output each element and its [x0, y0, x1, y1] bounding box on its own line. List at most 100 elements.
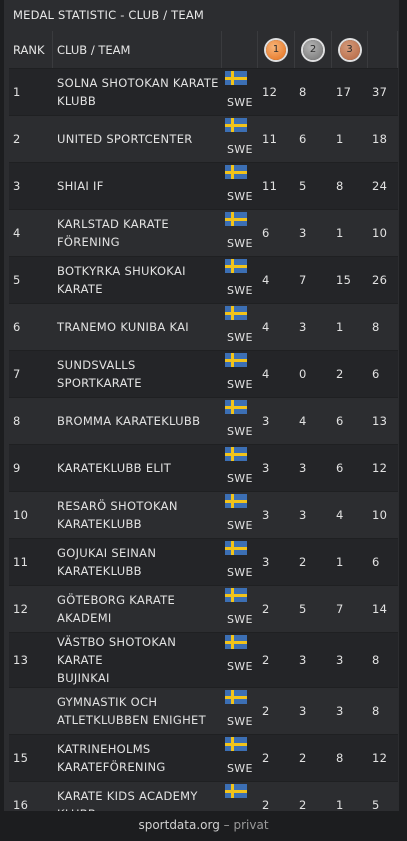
team-name-line: GYMNASTIK OCH — [57, 695, 158, 709]
nation-cell: SWE — [222, 162, 258, 209]
total-count: 18 — [368, 115, 398, 162]
team-name-cell[interactable]: UNITED SPORTCENTER — [53, 115, 222, 162]
team-name-line: BOTKYRKA SHUKOKAI — [57, 264, 186, 278]
table-row[interactable]: 6 TRANEMO KUNIBA KAI SWE 4 3 1 8 — [9, 303, 398, 350]
bronze-count: 3 — [332, 687, 368, 734]
sweden-flag-icon — [225, 541, 247, 555]
bronze-count: 1 — [332, 538, 368, 585]
gold-count: 12 — [258, 68, 295, 115]
header-bronze[interactable]: 3 — [332, 31, 368, 68]
team-name-cell[interactable]: VÄSTBO SHOTOKAN KARATE BUJINKAI — [53, 632, 222, 687]
team-name-cell[interactable]: GYMNASTIK OCH ATLETKLUBBEN ENIGHET — [53, 687, 222, 734]
team-name-line: KARATE — [57, 282, 103, 296]
team-name-cell[interactable]: GÖTEBORG KARATE AKADEMI — [53, 585, 222, 632]
nation-code: SWE — [227, 519, 253, 532]
nation-cell: SWE — [222, 444, 258, 491]
nation-code: SWE — [227, 96, 253, 109]
table-row[interactable]: 10 RESARÖ SHOTOKAN KARATEKLUBB SWE 3 3 4 10 — [9, 491, 398, 538]
team-name-cell[interactable]: SOLNA SHOTOKAN KARATE KLUBB — [53, 68, 222, 115]
team-name-cell[interactable]: SUNDSVALLS SPORTKARATE — [53, 350, 222, 397]
table-row[interactable]: 13 VÄSTBO SHOTOKAN KARATE BUJINKAI SWE 2 3 3 8 — [9, 632, 398, 687]
table-row[interactable]: 8 BROMMA KARATEKLUBB SWE 3 4 6 13 — [9, 397, 398, 444]
rank-cell: 13 — [9, 632, 53, 687]
team-name-line: UNITED SPORTCENTER — [57, 132, 193, 146]
sweden-flag-icon — [225, 400, 247, 414]
silver-count: 3 — [295, 687, 332, 734]
rank-cell: 6 — [9, 303, 53, 350]
nation-code: SWE — [227, 613, 253, 626]
table-row[interactable]: 1 SOLNA SHOTOKAN KARATE KLUBB SWE 12 8 17 37 — [9, 68, 398, 115]
total-count: 37 — [368, 68, 398, 115]
gold-count: 4 — [258, 303, 295, 350]
team-name-line: TRANEMO KUNIBA KAI — [57, 320, 189, 334]
table-row[interactable]: 15 KATRINEHOLMS KARATEFÖRENING SWE 2 2 8 12 — [9, 734, 398, 781]
sweden-flag-icon — [225, 635, 247, 649]
table-row[interactable]: GYMNASTIK OCH ATLETKLUBBEN ENIGHET SWE 2 3 3 8 — [9, 687, 398, 734]
bronze-count: 6 — [332, 444, 368, 491]
silver-count: 7 — [295, 256, 332, 303]
nation-cell: SWE — [222, 68, 258, 115]
team-name-cell[interactable]: KATRINEHOLMS KARATEFÖRENING — [53, 734, 222, 781]
gold-count: 11 — [258, 162, 295, 209]
sweden-flag-icon — [225, 784, 247, 798]
gold-count: 2 — [258, 687, 295, 734]
rank-cell: 2 — [9, 115, 53, 162]
gold-medal-icon: 1 — [266, 39, 286, 60]
sweden-flag-icon — [225, 447, 247, 461]
silver-count: 2 — [295, 538, 332, 585]
table-body: 1 SOLNA SHOTOKAN KARATE KLUBB SWE 12 8 17 37 2 UN… — [9, 68, 398, 811]
table-row[interactable]: 3 SHIAI IF SWE 11 5 8 24 — [9, 162, 398, 209]
gold-count: 11 — [258, 115, 295, 162]
header-silver[interactable]: 2 — [295, 31, 332, 68]
footer-brand-link[interactable]: sportdata.org — [138, 818, 220, 832]
total-count: 6 — [368, 350, 398, 397]
bronze-count: 15 — [332, 256, 368, 303]
team-name-cell[interactable]: BOTKYRKA SHUKOKAI KARATE — [53, 256, 222, 303]
table-row[interactable]: 11 GOJUKAI SEINAN KARATEKLUBB SWE 3 2 1 6 — [9, 538, 398, 585]
nation-code: SWE — [227, 284, 253, 297]
total-count: 13 — [368, 397, 398, 444]
table-row[interactable]: 4 KARLSTAD KARATE FÖRENING SWE 6 3 1 10 — [9, 209, 398, 256]
sweden-flag-icon — [225, 306, 247, 320]
sweden-flag-icon — [225, 737, 247, 751]
nation-code: SWE — [227, 660, 253, 673]
sweden-flag-icon — [225, 259, 247, 273]
nation-cell: SWE — [222, 303, 258, 350]
team-name-cell[interactable]: KARATE KIDS ACADEMY KLUBB — [53, 781, 222, 811]
gold-count: 3 — [258, 491, 295, 538]
bronze-count: 1 — [332, 303, 368, 350]
silver-count: 3 — [295, 632, 332, 687]
team-name-cell[interactable]: GOJUKAI SEINAN KARATEKLUBB — [53, 538, 222, 585]
nation-code: SWE — [227, 331, 253, 344]
bronze-count: 3 — [332, 632, 368, 687]
team-name-cell[interactable]: KARATEKLUBB ELIT — [53, 444, 222, 491]
team-name-cell[interactable]: BROMMA KARATEKLUBB — [53, 397, 222, 444]
table-header-row: RANK CLUB / TEAM 1 2 3 — [9, 31, 398, 68]
header-gold[interactable]: 1 — [258, 31, 295, 68]
table-row[interactable]: 7 SUNDSVALLS SPORTKARATE SWE 4 0 2 6 — [9, 350, 398, 397]
total-count: 8 — [368, 687, 398, 734]
nation-code: SWE — [227, 809, 253, 811]
nation-cell: SWE — [222, 632, 258, 687]
table-row[interactable]: 9 KARATEKLUBB ELIT SWE 3 3 6 12 — [9, 444, 398, 491]
header-rank[interactable]: RANK — [9, 31, 53, 68]
silver-count: 3 — [295, 209, 332, 256]
silver-count: 5 — [295, 162, 332, 209]
team-name-line: RESARÖ SHOTOKAN — [57, 499, 178, 513]
team-name-line: KARATEKLUBB — [57, 564, 142, 578]
table-row[interactable]: 2 UNITED SPORTCENTER SWE 11 6 1 18 — [9, 115, 398, 162]
team-name-cell[interactable]: TRANEMO KUNIBA KAI — [53, 303, 222, 350]
team-name-line: KARLSTAD KARATE — [57, 217, 169, 231]
rank-cell: 4 — [9, 209, 53, 256]
table-row[interactable]: 12 GÖTEBORG KARATE AKADEMI SWE 2 5 7 14 — [9, 585, 398, 632]
nation-code: SWE — [227, 472, 253, 485]
team-name-cell[interactable]: SHIAI IF — [53, 162, 222, 209]
team-name-line: GÖTEBORG KARATE — [57, 593, 176, 607]
header-team[interactable]: CLUB / TEAM — [53, 31, 222, 68]
panel-title: MEDAL STATISTIC - CLUB / TEAM — [13, 8, 205, 22]
table-row[interactable]: 5 BOTKYRKA SHUKOKAI KARATE SWE 4 7 15 26 — [9, 256, 398, 303]
team-name-cell[interactable]: KARLSTAD KARATE FÖRENING — [53, 209, 222, 256]
total-count: 12 — [368, 734, 398, 781]
team-name-cell[interactable]: RESARÖ SHOTOKAN KARATEKLUBB — [53, 491, 222, 538]
